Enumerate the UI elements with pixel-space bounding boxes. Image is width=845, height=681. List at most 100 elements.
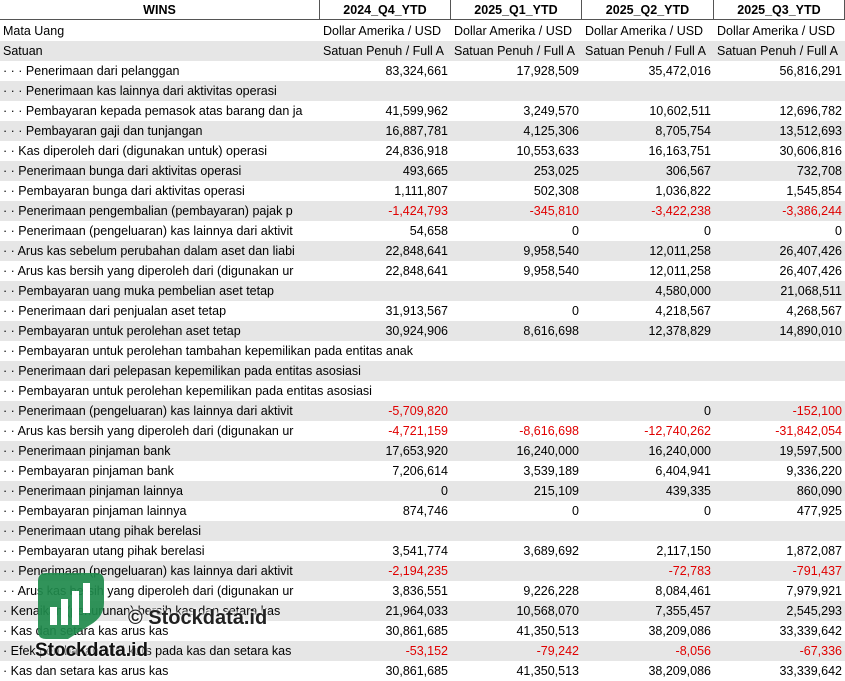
value-cell: 12,696,782	[779, 104, 842, 118]
value-cell: -2,194,235	[388, 564, 448, 578]
table-row: · · Penerimaan pinjaman lainnya 0 215,109 4…	[0, 481, 845, 501]
value-cell: 493,665	[402, 164, 448, 178]
value-cell: 0	[572, 224, 579, 238]
value-cell: 1,111,807	[394, 184, 448, 198]
value-cell: 10,602,511	[649, 104, 711, 118]
table-row: · · Pembayaran bunga dari aktivitas oper…	[0, 181, 845, 201]
value-cell: 7,206,614	[392, 464, 448, 478]
value-cell: -79,242	[536, 644, 579, 658]
value-cell: 9,226,228	[523, 584, 579, 598]
value-cell: 9,336,220	[786, 464, 842, 478]
value-cell: 54,658	[409, 224, 448, 238]
value-cell: 3,836,551	[392, 584, 448, 598]
value-cell: 7,979,921	[786, 584, 842, 598]
value-cell: 16,240,000	[516, 444, 579, 458]
row-label: · Kas dan setara kas arus kas	[3, 664, 169, 678]
value-cell: 38,209,086	[648, 664, 711, 678]
table-row: · · · Penerimaan kas lainnya dari aktivi…	[0, 81, 845, 101]
value-cell: 4,218,567	[655, 304, 711, 318]
value-cell: 33,339,642	[779, 624, 842, 638]
table-row: · · Pembayaran untuk perolehan aset teta…	[0, 321, 845, 341]
table-row: · · Arus kas bersih yang diperoleh dari …	[0, 581, 845, 601]
table-row: Satuan Satuan Penuh / Full A Satuan Penuh …	[0, 41, 845, 61]
value-cell: -72,783	[668, 564, 711, 578]
value-cell: 2,545,293	[786, 604, 842, 618]
value-cell: 2,117,150	[656, 544, 711, 558]
value-cell: 860,090	[796, 484, 842, 498]
value-cell: 35,472,016	[648, 64, 711, 78]
row-label: · Efek perubahan nilai kurs pada kas dan…	[3, 644, 292, 658]
row-label: Mata Uang	[3, 24, 65, 38]
value-cell: 3,249,570	[523, 104, 579, 118]
value-cell: 0	[704, 404, 711, 418]
value-cell: -67,336	[799, 644, 842, 658]
value-cell: 24,836,918	[385, 144, 448, 158]
value-cell: 215,109	[533, 484, 579, 498]
row-label: · · Pembayaran untuk perolehan kepemilik…	[3, 384, 372, 398]
value-cell: 13,512,693	[779, 124, 842, 138]
table-row: · · Pembayaran untuk perolehan tambahan …	[0, 341, 845, 361]
header-cell: 2025_Q3_YTD	[714, 0, 845, 20]
value-cell: -152,100	[792, 404, 842, 418]
table-row: · · Penerimaan bunga dari aktivitas oper…	[0, 161, 845, 181]
value-cell: 253,025	[533, 164, 579, 178]
table-row: · · · Pembayaran gaji dan tunjangan 16,88…	[0, 121, 845, 141]
value-cell: 33,339,642	[779, 664, 842, 678]
watermark-brand: Stockdata.id	[35, 640, 148, 661]
value-cell: -8,616,698	[519, 424, 579, 438]
value-cell: 0	[835, 224, 842, 238]
table-row: · · Penerimaan pengembalian (pembayaran)…	[0, 201, 845, 221]
row-label: · · Penerimaan pengembalian (pembayaran)…	[3, 204, 293, 218]
value-cell: 732,708	[796, 164, 842, 178]
value-cell: -12,740,262	[644, 424, 711, 438]
row-label: · · Pembayaran untuk perolehan aset teta…	[3, 324, 241, 338]
table-row: · · Kas diperoleh dari (digunakan untuk)…	[0, 141, 845, 161]
logo	[38, 573, 104, 639]
value-cell: 0	[704, 504, 711, 518]
value-cell: 22,848,641	[385, 244, 448, 258]
value-cell: 30,606,816	[779, 144, 842, 158]
table-row: · · Pembayaran uang muka pembelian aset …	[0, 281, 845, 301]
value-cell: Satuan Penuh / Full A	[323, 44, 444, 58]
value-cell: -5,709,820	[388, 404, 448, 418]
value-cell: -8,056	[675, 644, 711, 658]
value-cell: 10,568,070	[516, 604, 579, 618]
table-row: · · · Pembayaran kepada pemasok atas bar…	[0, 101, 845, 121]
value-cell: 7,355,457	[655, 604, 711, 618]
row-label: · · · Penerimaan dari pelanggan	[3, 64, 180, 78]
row-label: · · Pembayaran pinjaman lainnya	[3, 504, 187, 518]
value-cell: 874,746	[402, 504, 448, 518]
value-cell: 10,553,633	[516, 144, 579, 158]
table-row: · · Penerimaan (pengeluaran) kas lainnya…	[0, 221, 845, 241]
table-row: · · Pembayaran pinjaman bank 7,206,614 3,5…	[0, 461, 845, 481]
header-cell: WINS	[0, 0, 320, 20]
value-cell: 3,541,774	[392, 544, 448, 558]
value-cell: 6,404,941	[655, 464, 711, 478]
table-row: · · Penerimaan dari penjualan aset tetap…	[0, 301, 845, 321]
value-cell: 38,209,086	[648, 624, 711, 638]
value-cell: 30,861,685	[385, 664, 448, 678]
value-cell: 1,545,854	[786, 184, 842, 198]
value-cell: 306,567	[665, 164, 711, 178]
table-row: · · Arus kas bersih yang diperoleh dari …	[0, 421, 845, 441]
value-cell: -1,424,793	[388, 204, 448, 218]
value-cell: 56,816,291	[779, 64, 842, 78]
table-row: · · Penerimaan dari pelepasan kepemilika…	[0, 361, 845, 381]
row-label: · · Penerimaan (pengeluaran) kas lainnya…	[3, 224, 293, 238]
table-row: · Kas dan setara kas arus kas 30,861,685 4…	[0, 661, 845, 681]
value-cell: 14,890,010	[779, 324, 842, 338]
value-cell: 17,653,920	[385, 444, 448, 458]
value-cell: 16,163,751	[648, 144, 711, 158]
value-cell: 4,580,000	[655, 284, 711, 298]
header-cell: 2024_Q4_YTD	[320, 0, 451, 20]
value-cell: 9,958,540	[523, 244, 579, 258]
value-cell: 41,350,513	[516, 664, 579, 678]
value-cell: 26,407,426	[779, 264, 842, 278]
value-cell: 12,011,258	[649, 244, 711, 258]
value-cell: 31,913,567	[385, 304, 448, 318]
value-cell: Dollar Amerika / USD	[585, 24, 704, 38]
value-cell: -53,152	[405, 644, 448, 658]
value-cell: 1,036,822	[655, 184, 711, 198]
value-cell: 4,125,306	[523, 124, 579, 138]
